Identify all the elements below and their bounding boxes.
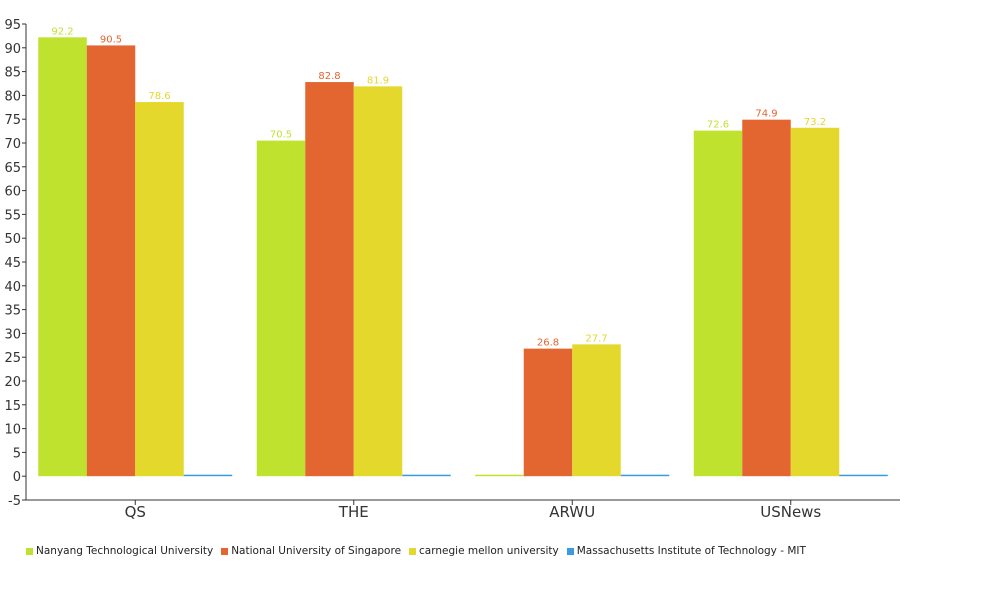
data-label: 74.9 [755, 109, 777, 120]
y-tick-label: 50 [4, 232, 21, 247]
data-labels-group: 92.2 90.5 78.6 70.5 82.8 81.9 26.8 27.7 72.6 74.9… [51, 26, 826, 348]
y-tick-label: 75 [4, 113, 21, 128]
bar [353, 86, 403, 477]
bar [305, 82, 354, 477]
y-tick-label: 80 [4, 89, 21, 104]
data-label: 82.8 [318, 71, 340, 82]
x-tick-label: THE [338, 503, 369, 521]
bar [742, 119, 791, 477]
legend-swatch [26, 547, 33, 555]
x-tick-label: USNews [760, 503, 821, 521]
y-tick-label: 20 [4, 375, 21, 390]
y-tick-label: 10 [4, 423, 21, 438]
bar [135, 102, 184, 477]
y-tick-label: 55 [4, 208, 21, 223]
chart-legend: Nanyang Technological University National… [26, 545, 814, 557]
legend-item: Massachusetts Institute of Technology - … [566, 545, 806, 557]
y-tick-label: 5 [13, 446, 21, 461]
y-tick-label: 85 [4, 66, 21, 81]
y-tick-label: 35 [4, 304, 21, 319]
y-tick-label: 30 [4, 327, 21, 342]
data-label: 81.9 [367, 75, 389, 86]
y-tick-label: 15 [4, 399, 21, 414]
y-tick-label: 90 [4, 42, 21, 57]
data-label: 27.7 [585, 333, 607, 344]
bar [38, 37, 87, 477]
legend-item: carnegie mellon university [409, 545, 559, 557]
y-tick-label: 65 [4, 161, 21, 176]
y-tick-label: 0 [13, 470, 21, 485]
bar [183, 474, 233, 477]
data-label: 70.5 [270, 130, 292, 141]
bar [475, 474, 524, 477]
legend-swatch [566, 547, 574, 555]
legend-item: National University of Singapore [221, 545, 401, 557]
bar [86, 45, 136, 477]
y-tick-label: -5 [8, 494, 21, 509]
legend-label: Massachusetts Institute of Technology - … [576, 545, 806, 557]
data-label: 78.6 [148, 91, 170, 102]
legend-swatch [409, 547, 417, 555]
bars-group [38, 37, 888, 477]
bar [839, 474, 888, 477]
x-axis-labels: QS THE ARWU USNews [125, 500, 821, 521]
y-tick-label: 45 [4, 256, 21, 271]
data-label: 26.8 [537, 338, 559, 349]
legend-label: carnegie mellon university [419, 545, 559, 557]
bar-chart: -5 0 5 10 15 20 25 30 35 40 45 50 55 60 65 70 75 80 85 90 95… [4, 18, 900, 521]
legend-label: Nanyang Technological University [36, 545, 214, 557]
x-tick-label: ARWU [549, 503, 595, 521]
y-tick-label: 95 [4, 18, 21, 33]
bar [693, 130, 743, 477]
x-tick-label: QS [125, 503, 146, 521]
data-label: 72.6 [707, 120, 729, 131]
y-tick-label: 40 [4, 280, 21, 295]
bar [523, 348, 573, 477]
bar [620, 474, 670, 477]
data-label: 73.2 [804, 117, 826, 128]
y-tick-label: 60 [4, 185, 21, 200]
y-tick-label: 70 [4, 137, 21, 152]
y-tick-label: 25 [4, 351, 21, 366]
legend-label: National University of Singapore [231, 545, 402, 557]
legend-item: Nanyang Technological University [26, 545, 213, 557]
data-label: 90.5 [100, 34, 122, 45]
bar [572, 344, 621, 477]
y-axis-ticks: -5 0 5 10 15 20 25 30 35 40 45 50 55 60 65 70 75 80 85 90 95 [4, 18, 26, 509]
legend-swatch [221, 547, 229, 555]
data-label: 92.2 [51, 26, 73, 37]
bar [402, 474, 451, 477]
bar [256, 140, 306, 477]
bar [790, 127, 840, 477]
